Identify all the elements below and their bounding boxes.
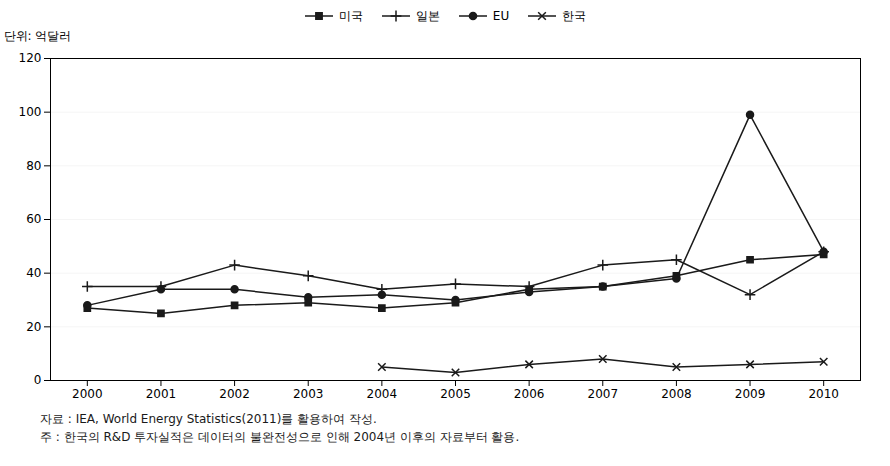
svg-text:2004: 2004	[367, 387, 398, 401]
svg-text:100: 100	[19, 105, 42, 119]
svg-text:120: 120	[19, 51, 42, 65]
svg-text:단위: 억달러: 단위: 억달러	[4, 29, 72, 43]
svg-text:2009: 2009	[735, 387, 766, 401]
svg-text:2000: 2000	[72, 387, 103, 401]
svg-text:2007: 2007	[587, 387, 618, 401]
svg-text:2002: 2002	[219, 387, 250, 401]
svg-text:20: 20	[26, 320, 41, 334]
svg-text:2006: 2006	[514, 387, 545, 401]
html-text:자료 : IEA, World Energy Statist: 자료 : IEA, World Energy Statistics(2011)를…	[40, 412, 377, 426]
svg-text:60: 60	[26, 212, 41, 226]
html-text:일본: 일본	[415, 8, 440, 23]
svg-text:2010: 2010	[808, 387, 839, 401]
html-text:한국: 한국	[562, 8, 587, 23]
svg-text:2008: 2008	[661, 387, 692, 401]
html-text:EU: EU	[492, 9, 510, 23]
html-text:미국: 미국	[338, 8, 363, 23]
svg-text:80: 80	[26, 159, 41, 173]
svg-text:2001: 2001	[146, 387, 177, 401]
svg-text:40: 40	[26, 266, 41, 280]
svg-text:2003: 2003	[293, 387, 324, 401]
svg-text:0: 0	[34, 373, 42, 387]
html-text:주 : 한국의 R&D 투자실적은 데이터의 불완전성으로: 주 : 한국의 R&D 투자실적은 데이터의 불완전성으로 인해 2004년 이…	[40, 430, 520, 444]
svg-text:2005: 2005	[440, 387, 471, 401]
